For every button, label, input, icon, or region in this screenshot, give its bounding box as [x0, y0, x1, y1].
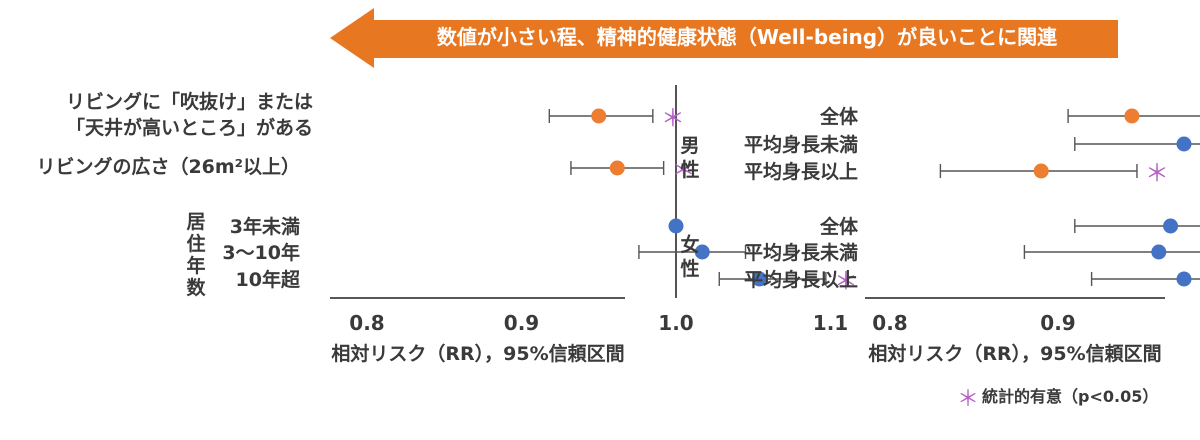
point-estimate	[1151, 244, 1167, 260]
x-tick-label: 1.1	[813, 311, 848, 335]
row-label: 全体	[819, 215, 859, 238]
group-label-female: 性	[680, 257, 699, 280]
point-estimate	[1163, 218, 1179, 234]
banner-text: 数値が小さい程、精神的健康状態（Well-being）が良いことに関連	[436, 25, 1058, 49]
row-label: 平均身長未満	[744, 133, 858, 156]
group-label-female: 女	[680, 233, 699, 256]
x-tick-label: 0.9	[1040, 311, 1075, 335]
group-label-residence: 数	[186, 276, 206, 299]
row-label: 平均身長以上	[744, 160, 858, 183]
group-label-male: 性	[680, 158, 699, 181]
row-label: 3～10年	[222, 241, 300, 264]
x-axis-label: 相対リスク（RR），95%信頼区間	[331, 342, 624, 365]
significance-star: ＊	[1145, 159, 1169, 187]
row-label: 全体	[819, 105, 859, 128]
x-tick-label: 1.0	[658, 311, 693, 335]
point-estimate	[1176, 136, 1192, 152]
row-label: 3年未満	[230, 215, 300, 238]
group-label-residence: 居	[186, 211, 205, 233]
point-estimate	[609, 160, 625, 176]
row-label: リビングに「吹抜け」または	[66, 90, 313, 113]
point-estimate	[668, 218, 684, 234]
significance-star: ＊	[834, 267, 858, 295]
point-estimate	[1033, 163, 1049, 179]
direction-arrow-banner	[330, 8, 1118, 68]
group-label-residence: 年	[186, 254, 205, 277]
x-tick-label: 0.8	[872, 311, 907, 335]
significance-star: ＊	[661, 104, 685, 132]
row-label: 10年超	[236, 268, 301, 291]
point-estimate	[591, 108, 607, 124]
point-estimate	[751, 271, 767, 287]
x-axis-label: 相対リスク（RR），95%信頼区間	[868, 342, 1161, 365]
group-label-residence: 住	[186, 232, 205, 255]
row-label: 平均身長未満	[744, 241, 858, 264]
group-label-male: 男	[680, 135, 699, 157]
legend-text: 統計的有意（p<0.05）	[982, 387, 1158, 406]
point-estimate	[694, 244, 710, 260]
legend-star-icon: ＊	[957, 387, 979, 412]
x-tick-label: 0.8	[349, 311, 384, 335]
row-label: 「天井が高いところ」がある	[66, 116, 313, 139]
point-estimate	[1124, 108, 1140, 124]
x-tick-label: 0.9	[504, 311, 539, 335]
row-label: リビングの広さ（26m²以上）	[36, 155, 300, 178]
point-estimate	[1176, 271, 1192, 287]
row-label: 平均身長以上	[744, 268, 858, 291]
significance-star: ＊	[672, 156, 696, 184]
